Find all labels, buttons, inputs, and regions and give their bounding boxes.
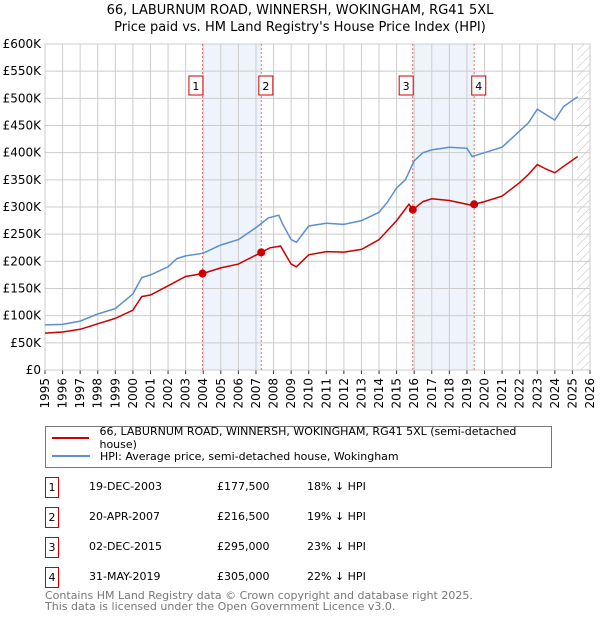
sale-point xyxy=(470,200,479,209)
sale-point xyxy=(257,248,266,257)
chart-subtitle: Price paid vs. HM Land Registry's House … xyxy=(114,20,486,35)
sale-date: 20-APR-2007 xyxy=(89,510,161,523)
sale-price: £295,000 xyxy=(217,540,270,553)
x-tick-label: 2012 xyxy=(337,378,351,409)
x-tick-label: 2015 xyxy=(390,378,404,409)
x-tick-label: 2021 xyxy=(495,378,509,409)
sale-number-badge: 1 xyxy=(45,477,59,498)
x-tick-label: 2007 xyxy=(249,378,263,409)
x-tick-label: 2023 xyxy=(530,378,544,409)
x-tick-label: 2002 xyxy=(161,378,175,409)
sale-price: £177,500 xyxy=(217,480,270,493)
x-tick-label: 1996 xyxy=(56,378,70,409)
sale-hpi-diff: 22% ↓ HPI xyxy=(307,570,366,583)
x-tick-label: 2000 xyxy=(126,378,140,409)
sale-marker-box xyxy=(398,75,414,96)
x-tick-label: 2003 xyxy=(179,378,193,409)
legend: 66, LABURNUM ROAD, WINNERSH, WOKINGHAM, … xyxy=(45,425,552,468)
hpi-line xyxy=(44,96,579,326)
legend-swatch-blue xyxy=(52,455,90,457)
x-tick-label: 2018 xyxy=(442,378,456,409)
legend-item-hpi: HPI: Average price, semi-detached house,… xyxy=(52,448,399,464)
y-tick-label: £200K xyxy=(3,254,43,268)
y-tick-label: £600K xyxy=(3,37,43,51)
sale-hpi-diff: 19% ↓ HPI xyxy=(307,510,366,523)
sale-point xyxy=(408,205,417,214)
x-tick-label: 2026 xyxy=(583,378,597,409)
x-tick-label: 2008 xyxy=(267,378,281,409)
x-tick-label: 1999 xyxy=(108,378,122,409)
y-tick-label: £350K xyxy=(3,173,43,187)
sale-marker-label: 3 xyxy=(403,80,410,93)
sale-date: 02-DEC-2015 xyxy=(89,540,163,553)
plot-area: £0 £50K £100K £150K £200K £250K £300K £350K £400… xyxy=(3,37,597,409)
x-tick-label: 2001 xyxy=(143,378,157,409)
footer-line-1: Contains HM Land Registry data © Crown c… xyxy=(45,589,473,602)
sale-date: 31-MAY-2019 xyxy=(89,570,161,583)
legend-label: 66, LABURNUM ROAD, WINNERSH, WOKINGHAM, … xyxy=(99,425,517,451)
price-paid-line xyxy=(44,155,579,334)
sale-point xyxy=(198,269,207,278)
legend-item-property: 66, LABURNUM ROAD, WINNERSH, WOKINGHAM, … xyxy=(52,425,551,451)
y-tick-label: £50K xyxy=(10,336,42,350)
legend-label: HPI: Average price, semi-detached house,… xyxy=(100,449,399,463)
y-tick-label: £400K xyxy=(3,146,43,160)
y-tick-label: £300K xyxy=(3,200,43,214)
x-tick-label: 1997 xyxy=(73,378,87,409)
x-tick-label: 1995 xyxy=(38,378,52,409)
sale-marker-label: 2 xyxy=(262,80,269,93)
y-tick-label: £0 xyxy=(26,363,41,377)
sale-hpi-diff: 23% ↓ HPI xyxy=(307,540,366,553)
sale-date: 19-DEC-2003 xyxy=(89,480,163,493)
sale-number-badge: 3 xyxy=(45,537,59,558)
sale-marker-label: 1 xyxy=(192,80,199,93)
sale-price: £216,500 xyxy=(217,510,270,523)
y-tick-label: £100K xyxy=(3,309,43,323)
sale-number-badge: 4 xyxy=(45,567,59,588)
x-tick-label: 2009 xyxy=(284,378,298,409)
x-tick-label: 2005 xyxy=(214,378,228,409)
sale-marker-box xyxy=(258,75,274,96)
x-tick-label: 2011 xyxy=(319,378,333,409)
y-tick-label: £450K xyxy=(3,119,43,133)
x-tick-label: 2004 xyxy=(196,378,210,409)
y-tick-label: £150K xyxy=(3,282,43,296)
x-tick-label: 2017 xyxy=(425,378,439,409)
legend-swatch-red xyxy=(52,437,90,439)
x-tick-label: 2025 xyxy=(565,378,579,409)
x-tick-label: 2022 xyxy=(513,378,527,409)
sale-marker-box xyxy=(188,75,204,96)
x-tick-label: 2006 xyxy=(231,378,245,409)
x-tick-label: 2010 xyxy=(302,378,316,409)
plot-border xyxy=(44,43,591,371)
x-tick-label: 2014 xyxy=(372,378,386,409)
y-tick-label: £550K xyxy=(3,64,43,78)
y-tick-label: £500K xyxy=(3,91,43,105)
chart-title: 66, LABURNUM ROAD, WINNERSH, WOKINGHAM, … xyxy=(106,3,494,18)
footer-line-2: This data is licensed under the Open Gov… xyxy=(45,600,396,613)
sale-marker-box xyxy=(471,75,487,96)
sale-price: £305,000 xyxy=(217,570,270,583)
x-tick-label: 2016 xyxy=(407,378,421,409)
sale-marker-label: 4 xyxy=(475,80,482,93)
sale-hpi-diff: 18% ↓ HPI xyxy=(307,480,366,493)
y-tick-label: £250K xyxy=(3,227,43,241)
x-tick-label: 1998 xyxy=(91,378,105,409)
x-tick-label: 2013 xyxy=(354,378,368,409)
x-tick-label: 2024 xyxy=(548,378,562,409)
footer: Contains HM Land Registry data © Crown c… xyxy=(45,590,473,612)
x-tick-label: 2019 xyxy=(460,378,474,409)
sale-number-badge: 2 xyxy=(45,507,59,528)
x-tick-label: 2020 xyxy=(478,378,492,409)
